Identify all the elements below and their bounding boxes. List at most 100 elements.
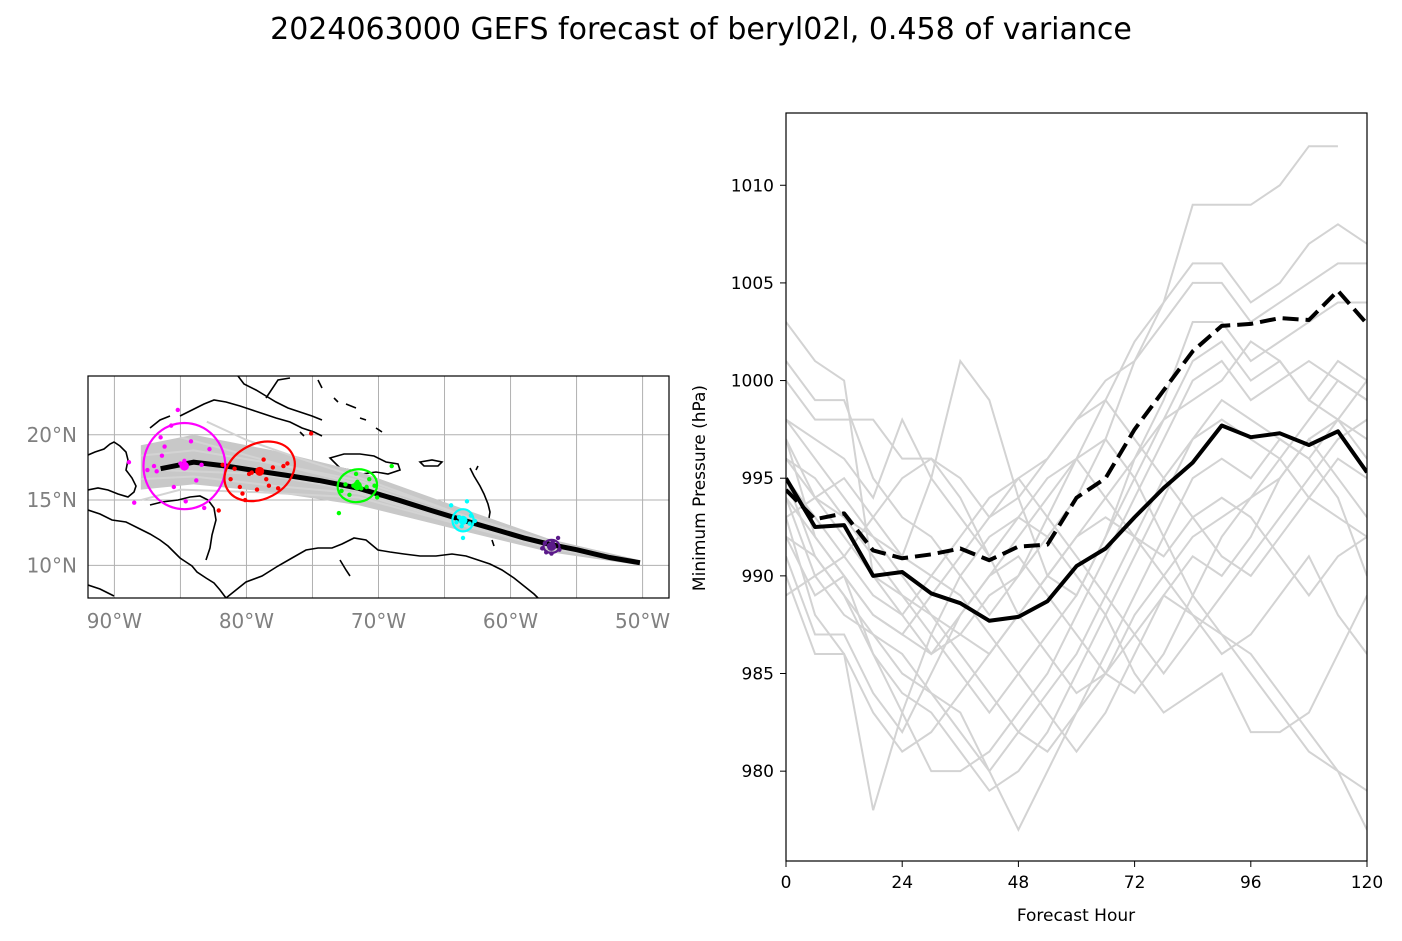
member-position-dot (459, 523, 464, 529)
member-position-dot (126, 459, 132, 465)
map-y-tick-label: 10°N (27, 553, 77, 577)
member-position-dot (216, 508, 221, 513)
member-pressure-line (786, 417, 1367, 656)
member-position-dot (308, 431, 314, 436)
member-position-dot (246, 471, 252, 477)
member-position-dot (207, 446, 212, 452)
member-position-dot (237, 484, 243, 490)
member-position-dot (270, 465, 276, 470)
coastline-honduras (149, 495, 217, 561)
coastline-florida-cuba (149, 376, 323, 437)
y-axis-label: Minimum Pressure (hPa) (690, 385, 710, 591)
member-position-dot (454, 520, 459, 525)
x-tick-label: 24 (891, 873, 913, 893)
spread-ellipse (142, 421, 227, 511)
member-pressure-line (786, 457, 1367, 831)
member-pressure-line (786, 418, 1367, 753)
member-position-dot (202, 505, 207, 511)
ellipse-center-marker (546, 541, 556, 551)
x-tick-label: 96 (1240, 873, 1262, 893)
x-axis-label: Forecast Hour (1017, 906, 1135, 926)
y-tick-label: 1010 (731, 176, 774, 196)
member-position-dot (183, 499, 188, 504)
ellipse-center-marker (352, 481, 362, 491)
map-y-tick-label: 15°N (27, 488, 77, 512)
member-position-dot (162, 444, 167, 449)
member-position-dot (220, 462, 225, 467)
member-position-dot (448, 503, 454, 508)
member-position-dot (389, 463, 394, 469)
member-pressure-line (786, 418, 1367, 676)
member-position-dot (132, 500, 137, 505)
map-x-tick-label: 50°W (615, 609, 670, 633)
ellipse-center-marker (458, 515, 468, 525)
figure-title: 2024063000 GEFS forecast of beryl02l, 0.… (270, 12, 1132, 47)
mean-track (160, 459, 641, 566)
map-frame (87, 375, 670, 599)
member-pressure-line (786, 359, 1367, 773)
member-position-dot (364, 484, 369, 490)
member-position-dot (145, 467, 150, 473)
coastlines (88, 376, 539, 598)
member-position-dot (254, 487, 260, 492)
member-pressure-line (786, 145, 1338, 656)
member-pressure-line (786, 398, 1367, 773)
pressure-panel: 0 24 48 72 96 120 980 985 990 995 1000 1005 1010 For… (690, 112, 1383, 926)
member-position-dot (228, 476, 233, 482)
member-position-dot (374, 495, 380, 500)
member-pressure-line (786, 516, 1367, 811)
member-position-dot (367, 476, 372, 482)
coastline-bahamas (299, 379, 383, 437)
member-position-dot (275, 486, 281, 491)
map-x-tick-label: 80°W (219, 609, 274, 633)
member-position-dot (372, 483, 377, 488)
member-position-dot (467, 521, 472, 526)
member-position-dot (266, 483, 272, 488)
x-tick-label: 72 (1124, 873, 1146, 893)
map-x-tick-label: 90°W (87, 609, 142, 633)
y-tick-label: 990 (742, 567, 774, 587)
mean-pressure-solid-line (786, 423, 1367, 623)
pressure-series-layer (786, 145, 1367, 833)
member-position-dot (194, 478, 199, 483)
member-pressure-line (786, 340, 1367, 715)
member-position-dot (460, 535, 466, 541)
member-position-dot (264, 476, 269, 482)
x-tick-label: 48 (1008, 873, 1030, 893)
pressure-frame (785, 112, 1368, 862)
member-pressure-line (786, 418, 1367, 793)
member-pressure-line (786, 417, 1367, 833)
spread-ellipse (336, 468, 379, 504)
member-position-dot (339, 488, 344, 494)
coastline-south-america (225, 537, 539, 598)
y-tick-label: 980 (742, 762, 774, 782)
member-position-dot (281, 463, 286, 469)
member-position-dot (347, 492, 352, 498)
ellipse-center-marker (179, 461, 189, 471)
member-position-dot (171, 484, 177, 490)
map-x-tick-label: 70°W (351, 609, 406, 633)
map-tick-labels: 90°W 80°W 70°W 60°W 50°W 10°N 15°N 20°N (27, 423, 671, 633)
member-position-dot (353, 471, 359, 477)
member-position-dot (158, 435, 163, 440)
member-position-dot (555, 535, 561, 541)
member-position-dot (232, 466, 237, 471)
mean-pressure-dashed-line (786, 288, 1367, 563)
member-position-dot (285, 461, 290, 466)
member-pressure-line (786, 340, 1367, 656)
track-map-panel: 90°W 80°W 70°W 60°W 50°W 10°N 15°N 20°N (27, 375, 671, 633)
map-x-tick-label: 60°W (483, 609, 538, 633)
spread-ellipse (451, 508, 475, 533)
member-position-dot (240, 491, 245, 496)
member-position-dot (154, 469, 159, 474)
y-tick-label: 995 (742, 469, 774, 489)
y-tick-label: 1000 (731, 372, 774, 392)
map-tracks-layer (126, 407, 641, 566)
member-position-dot (343, 482, 348, 487)
member-position-dot (159, 453, 165, 458)
member-position-dot (199, 462, 204, 467)
x-tick-label: 120 (1351, 873, 1383, 893)
member-position-dot (261, 457, 266, 462)
member-pressure-line (786, 437, 1367, 754)
